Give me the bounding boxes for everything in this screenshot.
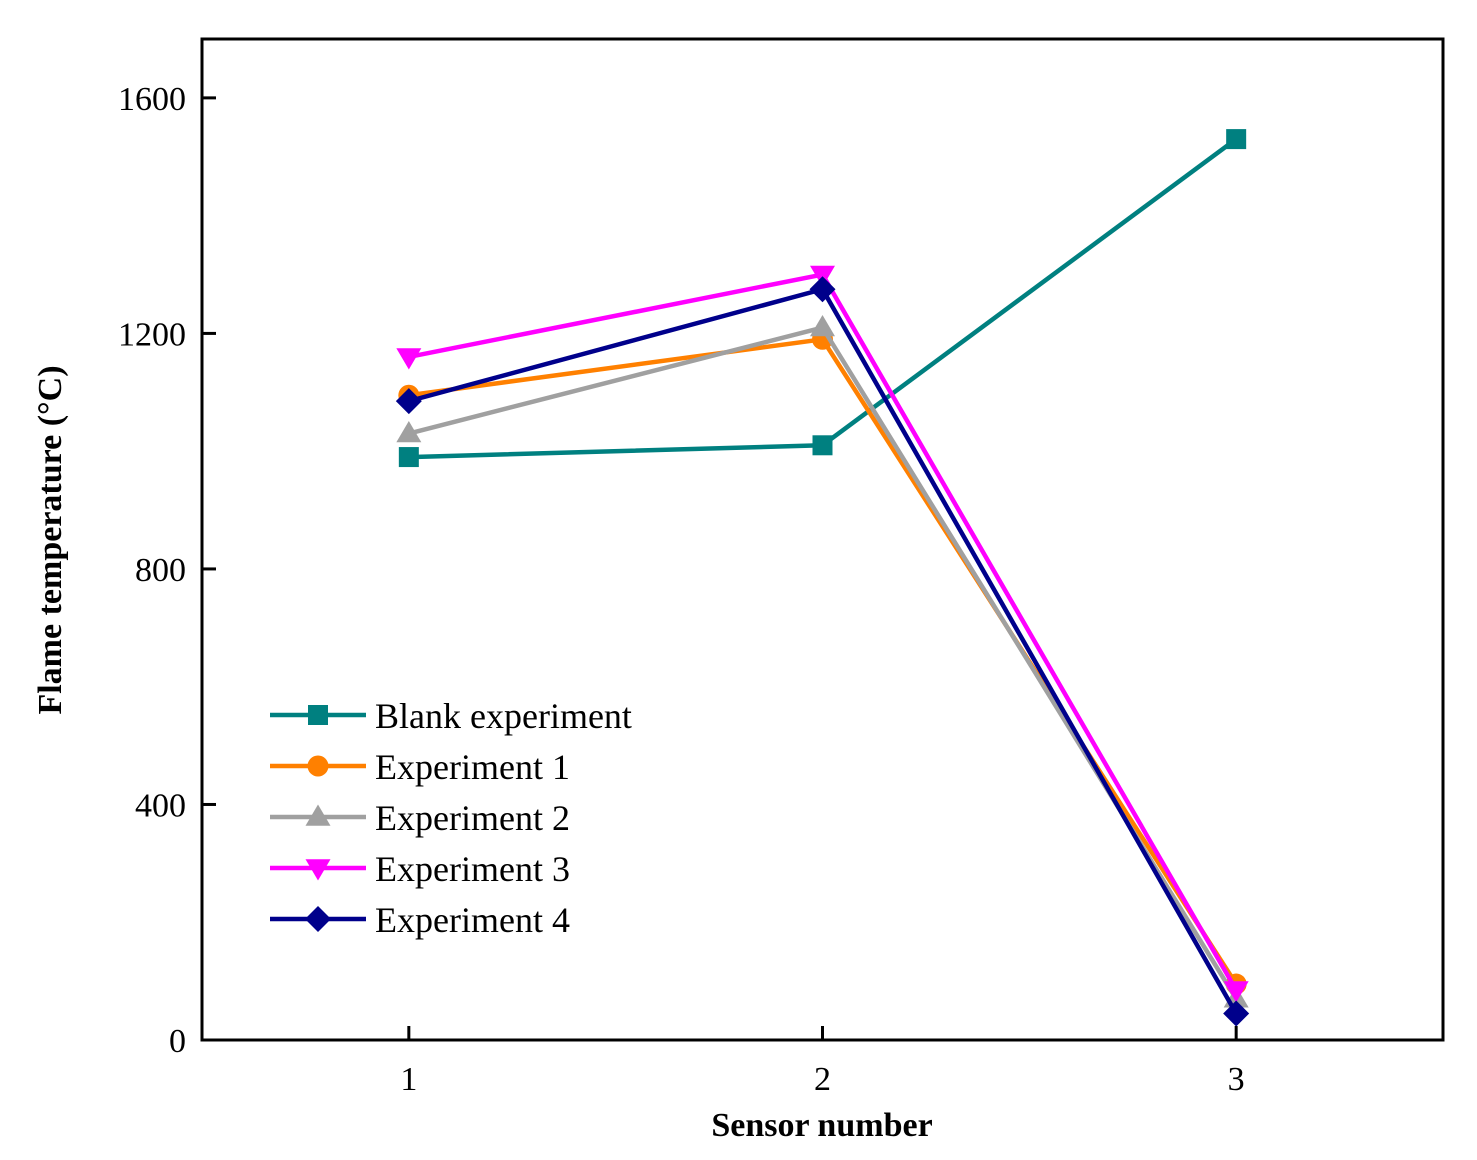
series-4	[396, 265, 1249, 1003]
legend-item: Experiment 2	[270, 798, 570, 838]
x-tick-label: 2	[814, 1061, 831, 1098]
legend: Blank experiment Experiment 1 Experiment 2…	[270, 696, 632, 940]
data-point	[810, 315, 835, 337]
data-point	[396, 348, 422, 370]
data-point	[396, 421, 422, 443]
legend-label: Experiment 4	[375, 900, 570, 940]
legend-label: Experiment 1	[375, 747, 570, 787]
x-tick-label: 1	[400, 1061, 417, 1098]
y-tick-label: 1600	[118, 81, 186, 118]
legend-item: Experiment 3	[270, 849, 570, 889]
y-tick-label: 800	[135, 552, 186, 589]
data-point	[1223, 981, 1249, 1003]
series-5	[395, 276, 1250, 1027]
legend-marker	[305, 859, 331, 881]
y-tick-label: 1200	[118, 316, 186, 353]
legend-label: Experiment 2	[375, 798, 570, 838]
axis-ticks: 0 400 800 1200 1600 1 2 3	[118, 81, 1245, 1098]
x-tick-label: 3	[1228, 1061, 1245, 1098]
legend-item: Blank experiment	[270, 696, 632, 736]
series-line	[408, 325, 1239, 1000]
data-point	[395, 388, 422, 415]
legend-marker	[305, 906, 331, 932]
data-point	[1223, 1000, 1250, 1027]
y-tick-label: 0	[169, 1023, 186, 1060]
legend-marker	[308, 705, 328, 725]
legend-marker	[305, 804, 331, 826]
plot-frame	[200, 37, 1445, 1042]
x-axis-title: Sensor number	[711, 1107, 932, 1144]
data-point	[812, 435, 833, 456]
legend-label: Blank experiment	[375, 696, 632, 736]
y-tick-label: 400	[135, 787, 186, 824]
data-point	[809, 276, 836, 303]
series-layer	[395, 129, 1250, 1027]
y-axis-title: Flame temperature (°C)	[32, 365, 69, 714]
data-point	[1226, 129, 1247, 150]
legend-marker	[307, 755, 329, 777]
series-2	[398, 328, 1247, 995]
data-point	[398, 447, 419, 468]
series-1	[398, 129, 1247, 468]
legend-item: Experiment 1	[270, 747, 570, 787]
legend-item: Experiment 4	[270, 900, 570, 940]
legend-label: Experiment 3	[375, 849, 570, 889]
